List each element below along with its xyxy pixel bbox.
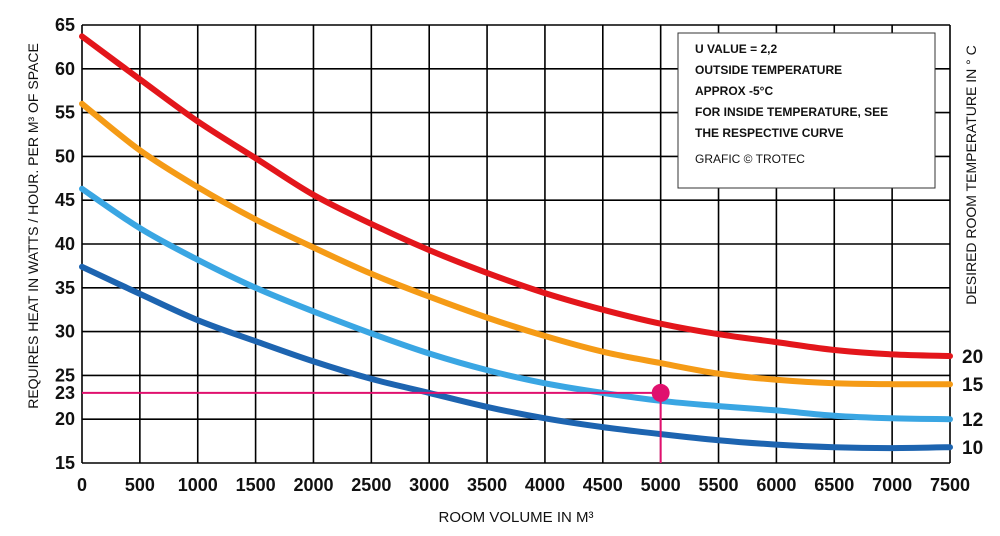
note-line: U VALUE = 2,2 <box>695 42 777 56</box>
x-tick-label: 4000 <box>525 475 565 495</box>
y-tick-label: 50 <box>55 146 75 166</box>
y2-axis-label: DESIRED ROOM TEMPERATURE IN ° C <box>963 45 979 304</box>
curves <box>79 33 953 452</box>
x-tick-label: 1500 <box>236 475 276 495</box>
y-tick-label: 60 <box>55 59 75 79</box>
y-tick-label: 35 <box>55 278 75 298</box>
x-tick-label: 6000 <box>756 475 796 495</box>
note-line: THE RESPECTIVE CURVE <box>695 126 843 140</box>
x-tick-label: 3500 <box>467 475 507 495</box>
x-tick-label: 500 <box>125 475 155 495</box>
note-credit: GRAFIC © TROTEC <box>695 152 805 166</box>
note-box: U VALUE = 2,2 OUTSIDE TEMPERATURE APPROX… <box>677 32 936 189</box>
y-axis-label: REQUIRES HEAT IN WATTS / HOUR. PER M³ OF… <box>25 43 41 409</box>
series-label: 10 <box>962 438 983 459</box>
series-label: 15 <box>962 375 984 396</box>
annotation-y-label: 23 <box>55 383 75 403</box>
x-tick-label: 5500 <box>699 475 739 495</box>
x-tick-label: 7000 <box>872 475 912 495</box>
annotation <box>82 383 670 463</box>
x-tick-label: 5000 <box>641 475 681 495</box>
x-tick-label: 0 <box>77 475 87 495</box>
x-tick-label: 7500 <box>930 475 970 495</box>
series-label: 12 <box>962 410 983 431</box>
x-tick-label: 1000 <box>178 475 218 495</box>
series-label: 20 <box>962 347 983 368</box>
y-tick-label: 65 <box>55 15 75 35</box>
x-tick-label: 2000 <box>293 475 333 495</box>
y-tick-label: 30 <box>55 322 75 342</box>
y-tick-label: 45 <box>55 190 75 210</box>
tick-labels: 0 500 1000 1500 2000 2500 3000 3500 4000 4500 5000… <box>55 15 984 495</box>
y-tick-label: 20 <box>55 409 75 429</box>
y-tick-label: 55 <box>55 103 75 123</box>
series-line-15 <box>79 100 953 388</box>
series-line-20 <box>79 33 953 360</box>
note-line: FOR INSIDE TEMPERATURE, SEE <box>695 105 888 119</box>
y-tick-label: 15 <box>55 453 75 473</box>
x-tick-label: 4500 <box>583 475 623 495</box>
series-line-12 <box>79 185 953 423</box>
y-tick-label: 25 <box>55 365 75 385</box>
note-line: OUTSIDE TEMPERATURE <box>695 63 842 77</box>
y-tick-label: 40 <box>55 234 75 254</box>
x-tick-label: 6500 <box>814 475 854 495</box>
x-axis-label: ROOM VOLUME IN M³ <box>438 509 593 526</box>
x-tick-label: 2500 <box>351 475 391 495</box>
note-line: APPROX -5°C <box>695 84 773 98</box>
annotation-marker <box>651 383 670 402</box>
series-line-10 <box>79 263 953 452</box>
x-tick-label: 3000 <box>409 475 449 495</box>
